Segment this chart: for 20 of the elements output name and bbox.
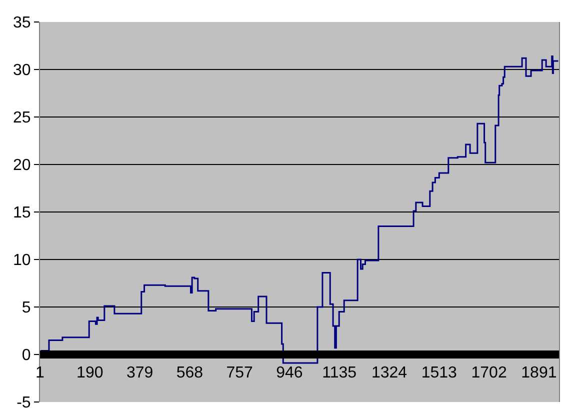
y-tick-label: 35: [13, 14, 31, 32]
x-tick-label: 1: [36, 364, 45, 382]
y-tick-label: 10: [13, 252, 31, 270]
x-tick-label: 379: [126, 364, 154, 382]
x-tick-label: 1324: [371, 364, 408, 382]
y-tick-label: 5: [22, 300, 31, 317]
x-tick-label: 1513: [421, 364, 458, 382]
y-tick-label: 0: [22, 347, 31, 364]
x-tick-label: 1135: [322, 364, 357, 382]
y-tick-label: 20: [13, 157, 31, 174]
y-tick-label: -5: [16, 394, 31, 412]
x-tick-label: 757: [226, 364, 254, 382]
y-tick-label: 30: [13, 62, 31, 80]
x-tick-label: 1702: [471, 364, 507, 382]
x-tick-label: 946: [276, 364, 303, 382]
x-tick-label: 568: [176, 364, 204, 382]
x-tick-label: 190: [76, 364, 104, 382]
y-tick-label: 25: [13, 110, 31, 127]
x-tick-label: 1891: [521, 364, 557, 382]
y-tick-label: 15: [13, 204, 31, 222]
